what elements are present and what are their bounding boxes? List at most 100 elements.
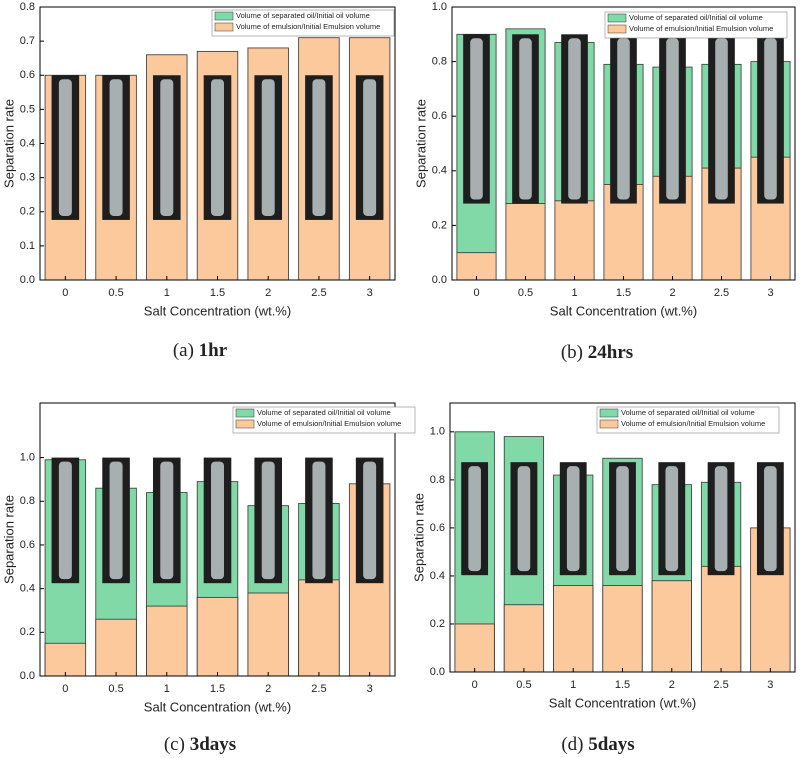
y-tick-label: 1.0 <box>20 452 35 464</box>
caption-text: 3days <box>190 734 236 755</box>
x-tick-label: 1.5 <box>210 683 225 695</box>
tube <box>566 466 580 572</box>
caption-text: 5days <box>588 734 634 755</box>
tube <box>517 466 531 572</box>
x-tick-label: 2 <box>669 287 675 299</box>
tube <box>312 79 326 216</box>
y-tick-label: 0.6 <box>20 69 35 81</box>
tube <box>109 79 123 216</box>
x-tick-label: 1 <box>164 287 170 299</box>
y-tick-label: 0.6 <box>432 110 447 122</box>
caption-text: 1hr <box>199 340 228 361</box>
tube <box>160 79 174 216</box>
y-tick-label: 0.6 <box>430 522 445 534</box>
y-tick-label: 0.4 <box>20 583 35 595</box>
y-tick-label: 0.7 <box>20 35 35 47</box>
bar <box>651 580 692 673</box>
tube <box>665 466 679 572</box>
x-tick-label: 2 <box>669 679 675 691</box>
y-tick-label: 0.5 <box>20 103 35 115</box>
x-tick-label: 2.5 <box>714 287 729 299</box>
x-tick-label: 1.5 <box>615 679 630 691</box>
legend-swatch <box>599 408 619 418</box>
legend-box <box>211 9 395 37</box>
x-tick-label: 1.5 <box>210 287 225 299</box>
legend-swatch <box>607 24 627 34</box>
tube <box>568 38 581 200</box>
y-tick-label: 0.0 <box>20 670 35 682</box>
bar <box>298 579 340 677</box>
tube <box>470 38 483 200</box>
x-tick-label: 1 <box>570 679 576 691</box>
legend-swatch <box>214 22 234 32</box>
x-tick-label: 0 <box>473 287 479 299</box>
y-axis-label: Separation rate <box>1 495 16 584</box>
x-tick-label: 2.5 <box>311 287 326 299</box>
tube <box>764 38 777 200</box>
tube <box>617 38 630 200</box>
caption-label: (d) <box>561 734 583 755</box>
legend-label: Volume of separated oil/Initial oil volu… <box>621 408 755 417</box>
y-tick-label: 0.2 <box>20 626 35 638</box>
bar <box>503 604 545 673</box>
legend-swatch <box>235 419 255 429</box>
tube <box>666 38 679 200</box>
bar <box>602 585 643 673</box>
y-tick-label: 0.2 <box>20 206 35 218</box>
tube <box>58 461 72 580</box>
y-tick-label: 0.8 <box>20 1 35 13</box>
bar <box>44 642 87 677</box>
caption-label: (c) <box>164 734 185 755</box>
tube <box>616 466 629 572</box>
tube <box>468 466 481 572</box>
x-tick-label: 0 <box>472 679 478 691</box>
y-tick-label: 0.2 <box>430 618 445 630</box>
y-tick-label: 0.0 <box>432 274 447 286</box>
tube <box>261 79 275 216</box>
y-tick-label: 0.4 <box>432 165 447 177</box>
x-tick-label: 0 <box>62 287 68 299</box>
caption: (c) 3days <box>164 734 236 755</box>
y-tick-label: 1.0 <box>430 426 445 438</box>
y-tick-label: 0.0 <box>20 274 35 286</box>
bar <box>505 203 546 281</box>
x-axis-label: Salt Concentration (wt.%) <box>550 303 697 318</box>
x-tick-label: 0.5 <box>108 683 123 695</box>
legend-swatch <box>235 408 255 418</box>
x-tick-label: 3 <box>767 287 773 299</box>
tube <box>211 461 224 580</box>
legend-box <box>596 406 780 434</box>
x-tick-label: 0.5 <box>518 287 533 299</box>
bar <box>553 585 594 673</box>
x-tick-label: 3 <box>367 683 373 695</box>
legend-label: Volume of emulsion/Initial Emulsion volu… <box>621 419 765 428</box>
x-tick-label: 0.5 <box>108 287 123 299</box>
y-tick-label: 0.3 <box>20 172 35 184</box>
tube <box>714 466 728 572</box>
x-tick-label: 1 <box>164 683 170 695</box>
legend-label: Volume of emulsion/Initial Emulsion volu… <box>629 24 773 33</box>
chart: 0.0 0.1 0.2 0.3 0.4 0.5 0.6 0.7 0.8 0 0.5 1 1.5 2 2.5 3… <box>1 1 396 361</box>
legend-label: Volume of separated oil/Initial oil volu… <box>236 11 370 20</box>
x-axis-label: Salt Concentration (wt.%) <box>144 699 291 714</box>
x-tick-label: 3 <box>767 679 773 691</box>
x-tick-label: 2.5 <box>311 683 326 695</box>
x-tick-label: 2 <box>265 683 271 695</box>
x-tick-label: 2.5 <box>713 679 728 691</box>
bar <box>456 252 497 281</box>
legend-label: Volume of emulsion/Initial Emulsion volu… <box>236 22 380 31</box>
tube <box>519 38 532 200</box>
legend-label: Volume of separated oil/Initial oil volu… <box>257 408 391 417</box>
y-tick-label: 0.8 <box>20 495 35 507</box>
caption: (d) 5days <box>561 734 634 755</box>
tube <box>363 461 377 580</box>
caption: (a) 1hr <box>173 340 228 361</box>
caption: (b) 24hrs <box>561 342 633 363</box>
tube <box>109 461 123 580</box>
y-tick-label: 0.0 <box>430 666 445 678</box>
tube <box>211 79 224 216</box>
y-tick-label: 0.2 <box>432 219 447 231</box>
y-tick-label: 0.8 <box>432 56 447 68</box>
chart: 0.0 0.2 0.4 0.6 0.8 1.0 0 0.5 1 1.5 2 2.5 3 Salt Conc… <box>413 1 796 363</box>
